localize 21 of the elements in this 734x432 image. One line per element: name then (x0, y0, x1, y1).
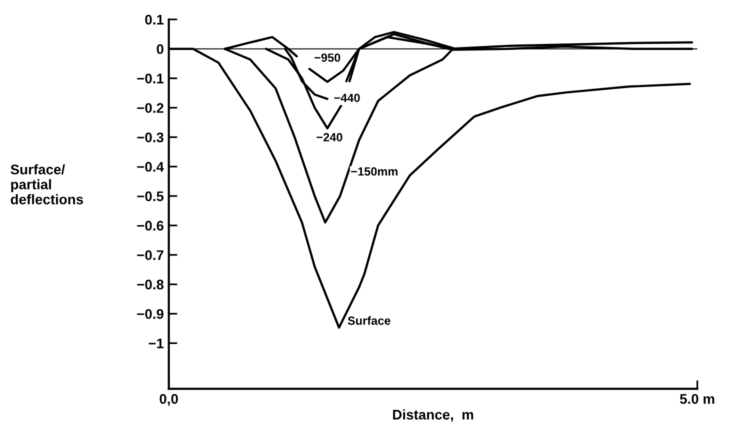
series-label: Surface (348, 316, 390, 325)
series-label: −240 (316, 133, 342, 142)
x-tick-label: 0,0 (160, 394, 178, 406)
y-tick-label: −0.4 (137, 162, 164, 172)
y-tick-label: 0 (156, 44, 164, 54)
y-tick-label: 0.1 (145, 14, 164, 25)
y-tick-label: −0.3 (137, 132, 164, 142)
series-label: −950 (314, 53, 340, 62)
series-label: −440 (334, 94, 360, 102)
y-tick-label: −0.5 (137, 191, 164, 202)
y-tick-label: −0.1 (137, 74, 164, 84)
series-label: −150mm (351, 167, 398, 176)
y-tick-label: −0.9 (137, 309, 164, 319)
x-tick-label: 5.0 m (680, 394, 714, 404)
y-tick-label: −0.6 (137, 220, 164, 231)
y-axis-title: Surface/ partial deflections (10, 164, 84, 204)
y-tick-label: −0.8 (137, 280, 164, 290)
y-tick-label: −0.7 (137, 250, 164, 260)
y-tick-label: −1 (148, 338, 164, 348)
x-axis-title: Distance, m (393, 409, 474, 422)
y-tick-label: −0.2 (137, 103, 164, 113)
